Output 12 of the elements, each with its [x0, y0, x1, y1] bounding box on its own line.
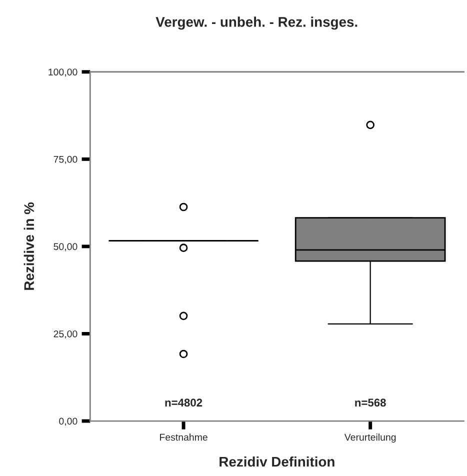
y-tick-label: 100,00 [48, 68, 78, 77]
y-tick-label: 25,00 [54, 330, 78, 338]
chart-title: Vergew. - unbeh. - Rez. insges. [156, 16, 358, 30]
x-tick-label: Festnahme [160, 434, 208, 441]
y-tick-label: 0,00 [59, 418, 78, 426]
y-axis-title: Rezidive in % [24, 202, 34, 290]
x-axis-title: Rezidiv Definition [220, 456, 334, 467]
y-tick-label: 50,00 [54, 243, 78, 252]
y-tick-label: 75,00 [54, 156, 78, 164]
x-tick-label: Verurteilung [344, 434, 396, 443]
annotation: n=568 [355, 398, 386, 407]
annotation: n=4802 [165, 398, 202, 407]
